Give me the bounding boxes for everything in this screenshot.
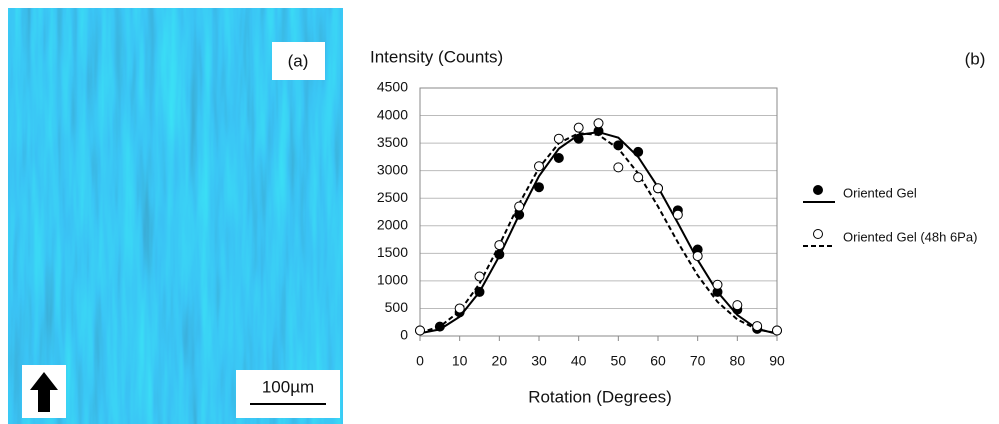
legend-label: Oriented Gel [843,185,917,200]
data-point [653,183,663,194]
y-tick-label: 3000 [377,161,408,177]
data-point [672,209,683,220]
x-tick-label: 40 [571,353,587,369]
data-point [633,146,644,157]
data-point [692,251,703,262]
data-point [474,286,485,297]
y-tick-label: 2000 [377,216,408,232]
y-tick-label: 500 [385,299,409,315]
data-point [772,325,782,336]
x-tick-label: 10 [452,353,468,369]
y-tick-label: 0 [400,327,408,343]
legend-marker [813,229,823,239]
x-tick-label: 20 [492,353,508,369]
panel-label: (a) [288,51,309,70]
y-axis-title: Intensity (Counts) [370,47,503,66]
y-tick-label: 3500 [377,134,408,150]
x-tick-label: 30 [531,353,547,369]
direction-arrow [30,372,58,412]
panel-label: (b) [965,49,986,68]
y-tick-label: 4000 [377,106,408,122]
data-point [553,152,564,163]
x-tick-label: 70 [690,353,706,369]
data-point [534,182,544,193]
fit-line [419,132,778,335]
x-tick-label: 80 [730,353,746,369]
legend-label: Oriented Gel (48h 6Pa) [843,229,977,244]
y-tick-label: 1000 [377,272,408,288]
data-point [573,133,584,144]
plot-frame [419,87,778,337]
data-point [613,162,624,173]
data-point [712,279,723,290]
data-point [732,300,743,311]
x-axis-title: Rotation (Degrees) [528,387,672,406]
y-tick-label: 1500 [377,244,408,260]
x-tick-label: 50 [611,353,627,369]
data-point [474,271,485,282]
scale-box [236,370,340,418]
data-point [454,303,465,314]
data-point [534,161,544,172]
data-point [593,118,604,129]
fit-line [419,131,778,335]
y-tick-label: 4500 [377,79,408,95]
data-point [752,321,763,332]
legend-marker [813,185,823,195]
x-tick-label: 0 [416,353,424,369]
scale-bar-label: 100µm [262,377,314,396]
label-box [272,42,325,80]
data-point [573,122,584,133]
data-point [494,240,505,251]
data-point [633,172,644,183]
x-tick-label: 60 [650,353,666,369]
x-tick-label: 90 [769,353,785,369]
data-point [553,133,564,144]
data-point [514,201,525,212]
data-point [415,325,425,336]
y-tick-label: 2500 [377,189,408,205]
